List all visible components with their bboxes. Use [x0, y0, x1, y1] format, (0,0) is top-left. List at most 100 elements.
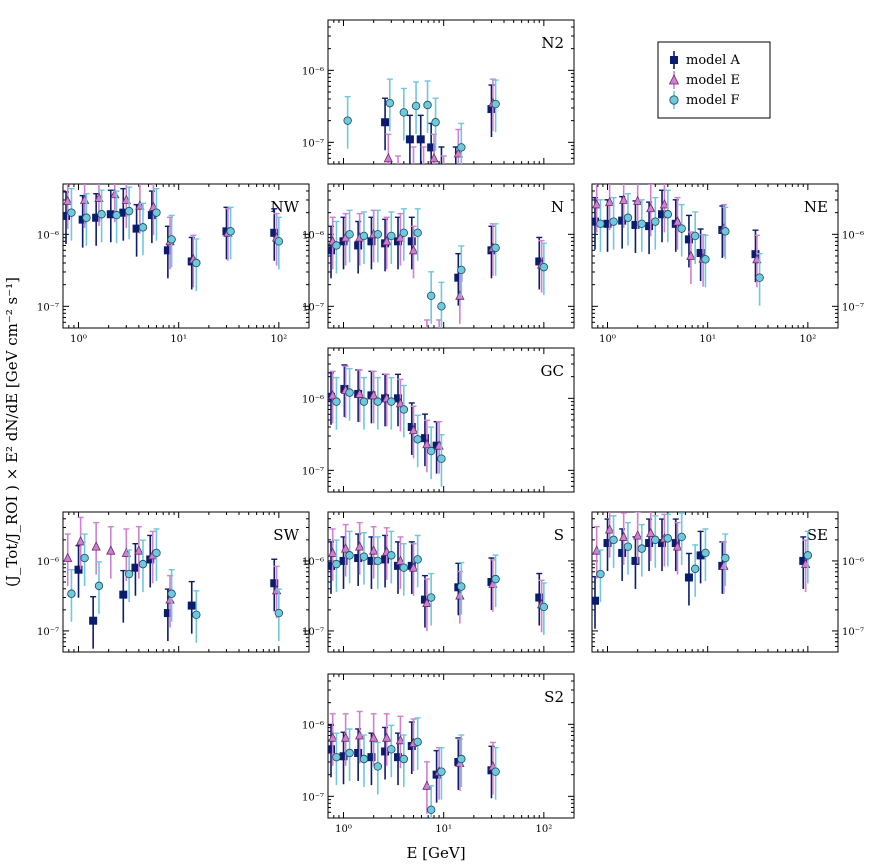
data-point [458, 539, 466, 547]
x-tick-label: 10² [270, 334, 287, 345]
panel-label: SW [273, 526, 299, 544]
data-point [67, 589, 76, 598]
legend-entry: model A [670, 51, 740, 69]
data-point [440, 175, 448, 183]
data-points [63, 516, 284, 705]
series-model-f [343, 78, 500, 164]
y-tick-label: 10⁻⁶ [302, 720, 324, 731]
x-tick-label: 10⁰ [335, 824, 352, 835]
x-tick-label: 10² [799, 334, 816, 345]
y-axis-label: (J_Tot/J_ROI ) × E² dN/dE [GeV cm⁻² s⁻¹] [3, 277, 21, 587]
data-point [381, 118, 390, 127]
data-point [491, 99, 500, 109]
data-point [422, 597, 432, 607]
x-axis-label: E [GeV] [406, 844, 465, 862]
data-point [646, 202, 656, 213]
data-point [686, 250, 696, 260]
data-point [121, 547, 131, 557]
data-point [604, 196, 615, 207]
data-point [645, 222, 654, 231]
series-model-f [67, 186, 284, 291]
series-model-a [381, 84, 496, 196]
panel-gc: 10⁻⁷ 10⁻⁶ GC [302, 347, 575, 547]
y-tick-label: 10⁻⁷ [302, 792, 324, 803]
data-point [395, 232, 406, 242]
data-point [420, 166, 428, 174]
x-tick-label: 10⁰ [70, 334, 87, 345]
data-point [274, 608, 284, 618]
series-model-f [67, 528, 284, 705]
data-point [540, 539, 548, 547]
data-point [539, 262, 549, 272]
data-point [677, 532, 686, 542]
legend-marker [668, 74, 680, 85]
y-tick-label: 10⁻⁷ [842, 627, 864, 638]
data-point [423, 339, 431, 347]
legend-entry: model F [669, 91, 739, 109]
data-point [438, 167, 445, 174]
data-point [340, 543, 351, 553]
legend-marker [670, 56, 678, 64]
data-point [408, 244, 419, 255]
data-point [701, 255, 710, 264]
data-points [343, 78, 500, 196]
data-point [535, 593, 544, 602]
data-point [394, 175, 402, 183]
panel-n: 10⁻⁷ 10⁻⁶ N [302, 183, 575, 347]
panel-sw: 10⁻⁷ 10⁻⁶ SW [37, 511, 310, 705]
data-point [457, 265, 466, 275]
data-point [135, 200, 145, 210]
panel-label: N2 [541, 34, 564, 52]
data-point [753, 696, 761, 704]
data-point [399, 405, 409, 414]
y-tick-label: 10⁻⁶ [37, 557, 59, 568]
panel-label: S2 [544, 688, 564, 706]
data-point [223, 697, 230, 704]
data-point [393, 189, 400, 196]
panel-s2: 10⁻⁷ 10⁻⁶ 10⁰ 10¹ 10² S2 [302, 673, 575, 835]
series-model-a [328, 721, 496, 803]
data-point [354, 241, 363, 250]
series-model-e [328, 209, 547, 347]
data-point [387, 745, 396, 754]
data-point [192, 258, 201, 268]
y-tick-label: 10⁻⁶ [37, 230, 59, 241]
y-tick-label: 10⁻⁷ [37, 302, 59, 313]
panel-s: 10⁻⁷ 10⁻⁶ S [302, 511, 575, 653]
ticks [591, 183, 839, 329]
data-point [369, 389, 379, 400]
series-model-e [383, 78, 498, 183]
data-point [63, 552, 73, 562]
data-point [684, 235, 693, 244]
series-model-f [596, 189, 812, 383]
data-point [618, 548, 627, 557]
data-points [328, 521, 549, 635]
y-tick-label: 10⁻⁶ [302, 230, 324, 241]
data-point [491, 574, 500, 584]
ticks [327, 19, 575, 165]
data-point [138, 223, 148, 232]
y-tick-label: 10⁻⁶ [842, 230, 864, 241]
data-point [690, 564, 700, 574]
data-point [429, 152, 439, 163]
data-point [399, 563, 409, 572]
data-point [659, 199, 670, 209]
data-point [373, 556, 383, 566]
series-model-e [592, 184, 810, 360]
data-point [457, 582, 466, 591]
data-point [802, 352, 810, 360]
data-point [804, 375, 812, 383]
series-model-f [596, 512, 813, 603]
data-point [623, 213, 633, 222]
panel-se: 10⁻⁷ 10⁻⁶ SE [591, 511, 864, 704]
data-point [109, 697, 117, 705]
data-point [410, 166, 418, 174]
data-point [426, 593, 436, 602]
data-point [752, 697, 759, 704]
data-point [373, 762, 383, 771]
data-point [684, 573, 693, 582]
x-tick-label: 10² [535, 824, 552, 835]
data-point [387, 231, 396, 241]
